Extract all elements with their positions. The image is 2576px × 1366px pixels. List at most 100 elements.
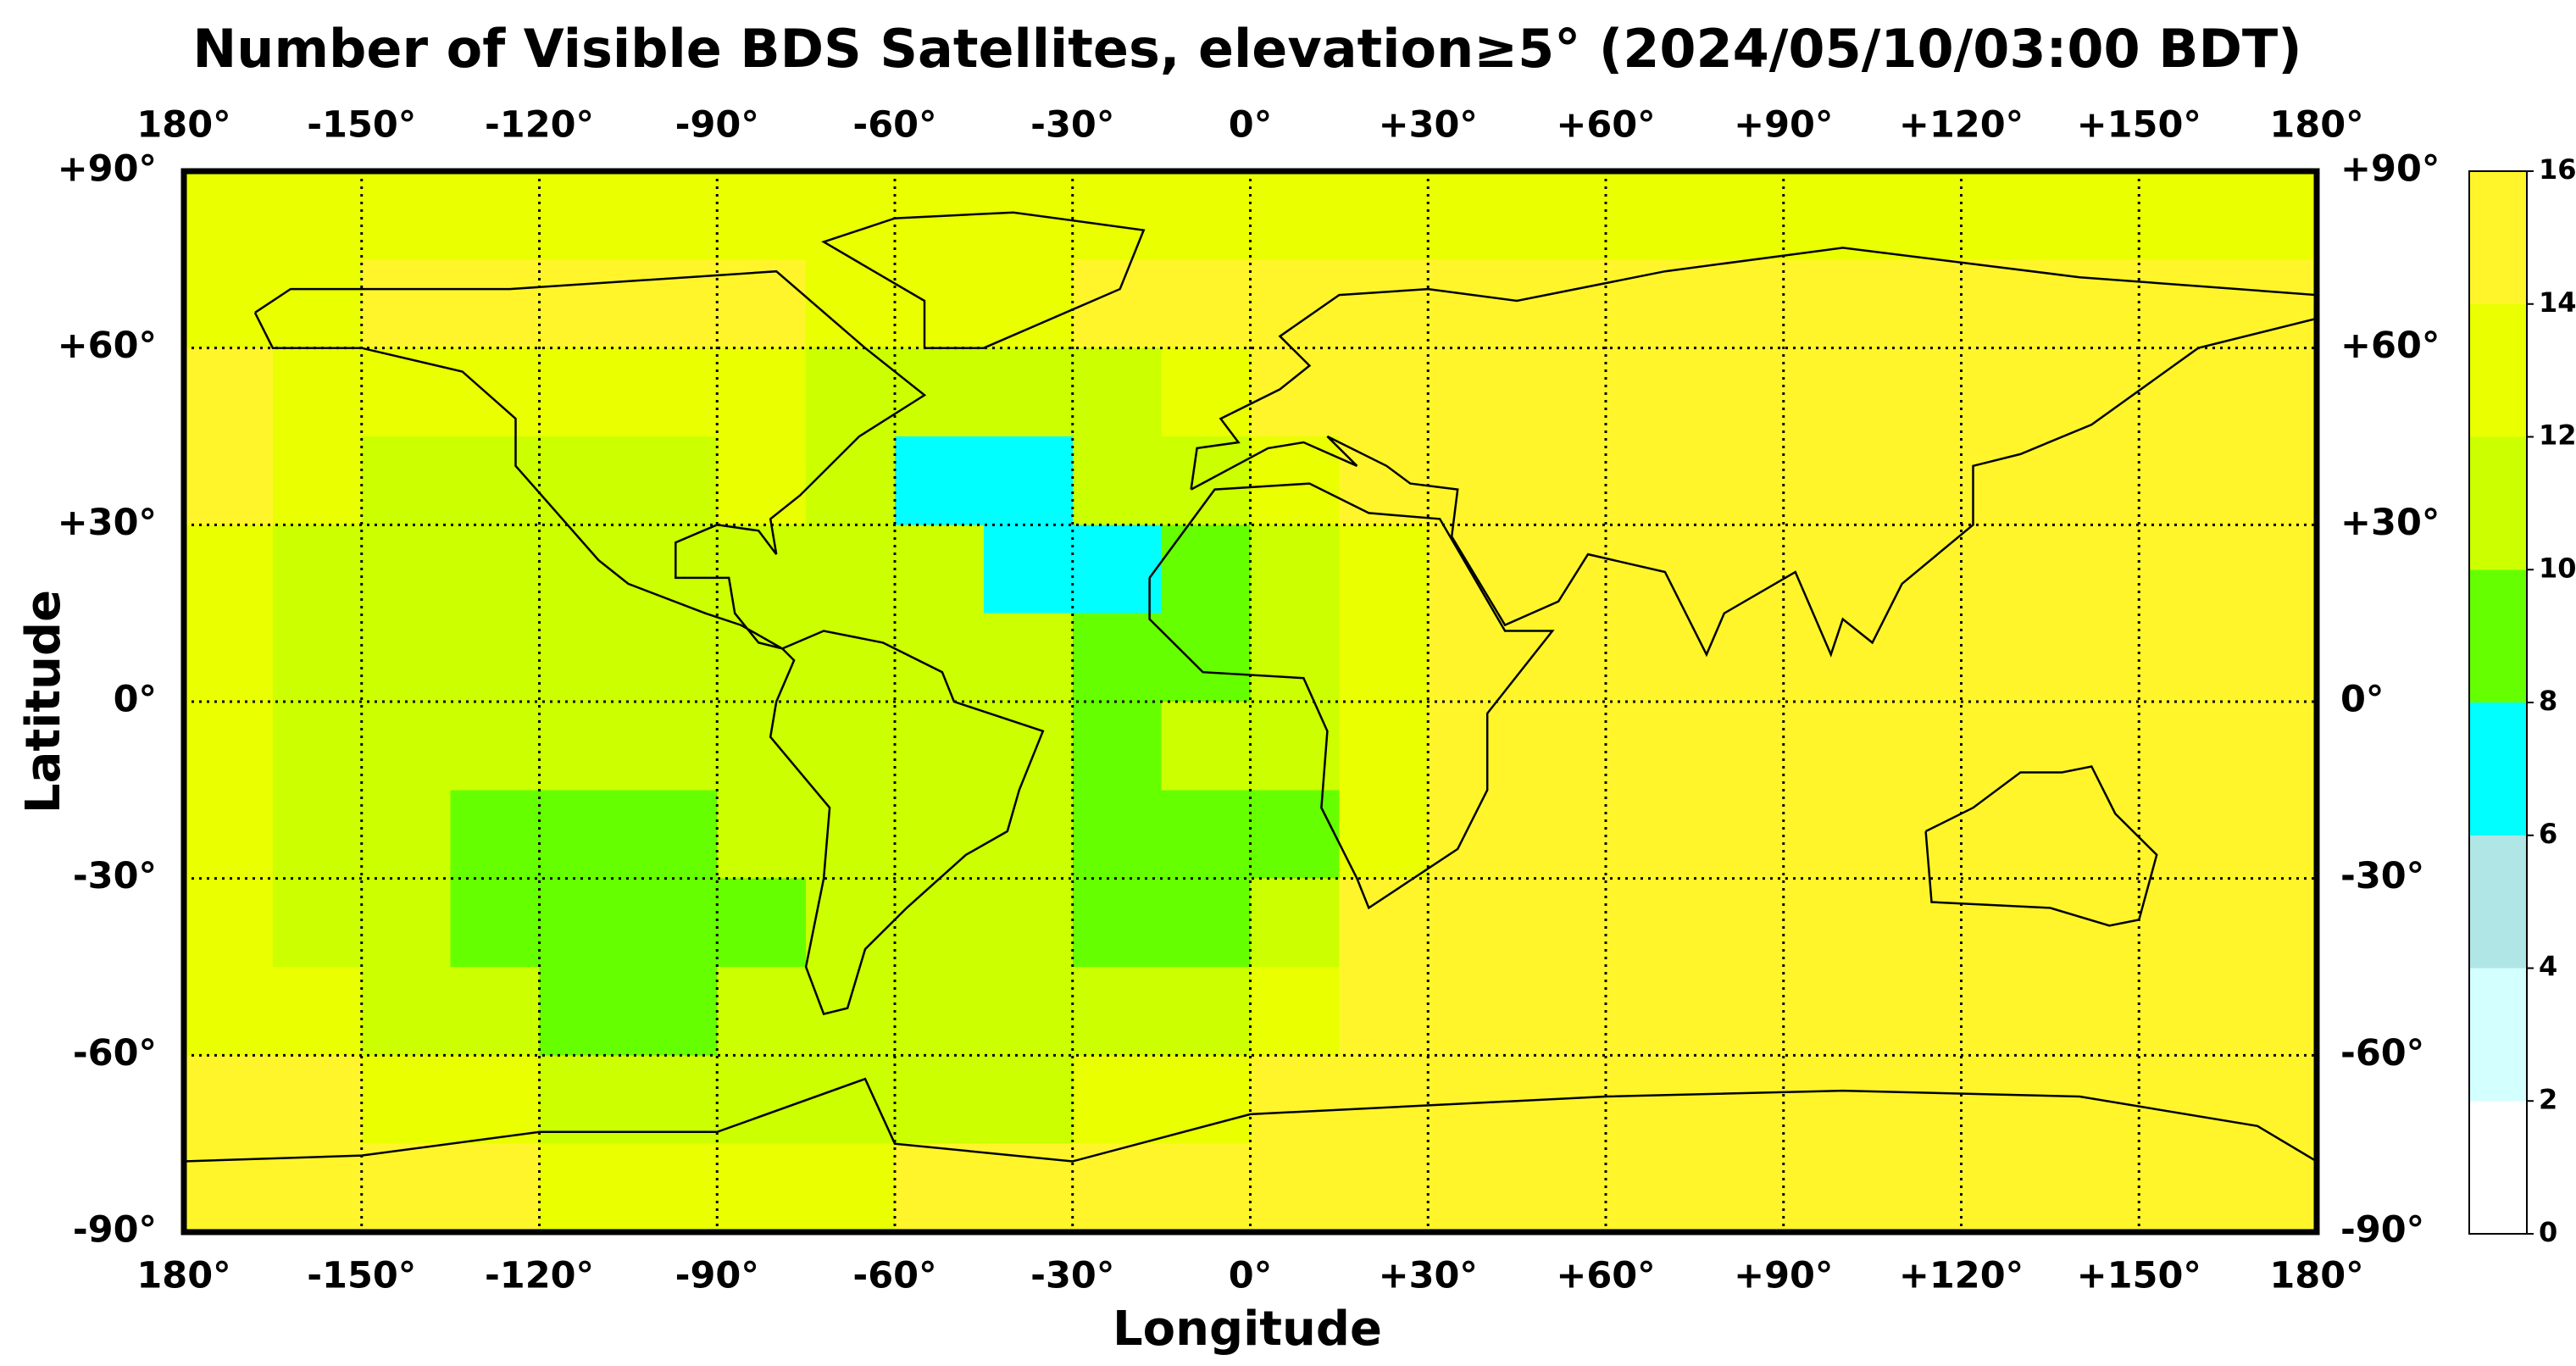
heat-cell	[184, 259, 274, 349]
heat-cell	[1961, 1143, 2051, 1233]
heat-cell	[539, 1143, 629, 1233]
heat-cell	[184, 878, 274, 968]
heat-cell	[1961, 525, 2051, 614]
heat-cell	[1961, 259, 2051, 349]
heat-cell	[2139, 702, 2229, 791]
heat-cell	[184, 790, 274, 880]
heat-cell	[983, 525, 1074, 614]
heat-cell	[539, 790, 629, 880]
colorbar-segment	[2469, 968, 2527, 1102]
heat-cell	[2228, 171, 2318, 260]
heat-cell	[895, 347, 985, 437]
colorbar-tick-label: 2	[2539, 1083, 2557, 1115]
colorbar-tick-label: 14	[2539, 286, 2576, 319]
heat-cell	[1872, 878, 1963, 968]
x-tick-label: -150°	[307, 1255, 416, 1297]
colorbar-tick-label: 6	[2539, 818, 2557, 850]
heat-cell	[1606, 967, 1696, 1056]
heat-cell	[1428, 1143, 1518, 1233]
heat-cell	[184, 613, 274, 702]
heat-cell	[628, 525, 718, 614]
coastline	[821, 211, 1146, 349]
colorbar-tick-label: 4	[2539, 951, 2557, 983]
heat-cell	[2050, 259, 2140, 349]
coastline	[1190, 247, 2318, 658]
heat-cell	[1339, 259, 1429, 349]
heat-cell	[1783, 790, 1874, 880]
heat-cell	[2228, 347, 2318, 437]
x-tick-label: -150°	[307, 104, 416, 147]
heat-cell	[1339, 790, 1429, 880]
heat-cell	[1339, 436, 1429, 525]
heat-cell	[1606, 436, 1696, 525]
x-tick-label: -120°	[485, 1255, 594, 1297]
heat-cell	[895, 702, 985, 791]
heat-cell	[717, 1055, 807, 1145]
heat-cell	[272, 259, 363, 349]
heat-cell	[184, 967, 274, 1056]
heat-cell	[1694, 790, 1785, 880]
heat-cell	[361, 1055, 452, 1145]
heat-cell	[1250, 171, 1340, 260]
heat-cell	[2050, 1143, 2140, 1233]
heat-cell	[1517, 259, 1607, 349]
heat-cell	[1783, 613, 1874, 702]
heat-cell	[628, 702, 718, 791]
heat-cell	[1072, 702, 1163, 791]
heat-cell	[628, 967, 718, 1056]
heat-cell	[539, 613, 629, 702]
y-tick-label: +60°	[58, 325, 157, 367]
heat-cell	[1606, 1143, 1696, 1233]
heat-cell	[1161, 525, 1252, 614]
heat-cell	[539, 702, 629, 791]
heat-cell	[450, 702, 541, 791]
heat-cell	[1517, 436, 1607, 525]
heat-cell	[1872, 702, 1963, 791]
x-tick-label: 180°	[2269, 104, 2363, 147]
heat-cell	[628, 171, 718, 260]
heat-cell	[1961, 790, 2051, 880]
heat-cell	[2050, 171, 2140, 260]
heat-cell	[2139, 1143, 2229, 1233]
heat-cell	[628, 436, 718, 525]
y-tick-label: -90°	[2340, 1209, 2424, 1252]
heat-cell	[2139, 613, 2229, 702]
heat-cell	[450, 259, 541, 349]
x-tick-label: 180°	[136, 1255, 230, 1297]
heat-cell	[717, 1143, 807, 1233]
heat-cell	[628, 1143, 718, 1233]
heat-cell	[806, 1055, 896, 1145]
heat-cell	[806, 613, 896, 702]
colorbar-segment	[2469, 436, 2527, 570]
heat-cell	[983, 347, 1074, 437]
heat-cell	[1517, 702, 1607, 791]
heat-cell	[361, 613, 452, 702]
heat-cell	[1428, 347, 1518, 437]
heat-cell	[2139, 967, 2229, 1056]
heat-cell	[1872, 525, 1963, 614]
heat-cell	[1072, 171, 1163, 260]
colorbar-segment	[2469, 303, 2527, 437]
heat-cell	[272, 171, 363, 260]
heat-cell	[1072, 347, 1163, 437]
y-tick-label: 0°	[2340, 679, 2384, 721]
x-tick-label: -60°	[852, 1255, 936, 1297]
x-tick-label: -90°	[675, 104, 759, 147]
heat-cell	[2228, 702, 2318, 791]
heat-cell	[1250, 878, 1340, 968]
x-tick-label: 0°	[1229, 104, 1272, 147]
heat-cell	[1250, 790, 1340, 880]
heat-cell	[1872, 171, 1963, 260]
heat-cell	[450, 436, 541, 525]
heat-cell	[2139, 1055, 2229, 1145]
heat-cell	[983, 1055, 1074, 1145]
heat-cell	[1872, 436, 1963, 525]
heat-cell	[1339, 967, 1429, 1056]
heat-cell	[1517, 878, 1607, 968]
heat-cell	[450, 347, 541, 437]
heat-cell	[1072, 436, 1163, 525]
heat-cell	[361, 436, 452, 525]
heat-cell	[361, 967, 452, 1056]
heat-cell	[450, 525, 541, 614]
x-tick-label: -30°	[1030, 1255, 1114, 1297]
